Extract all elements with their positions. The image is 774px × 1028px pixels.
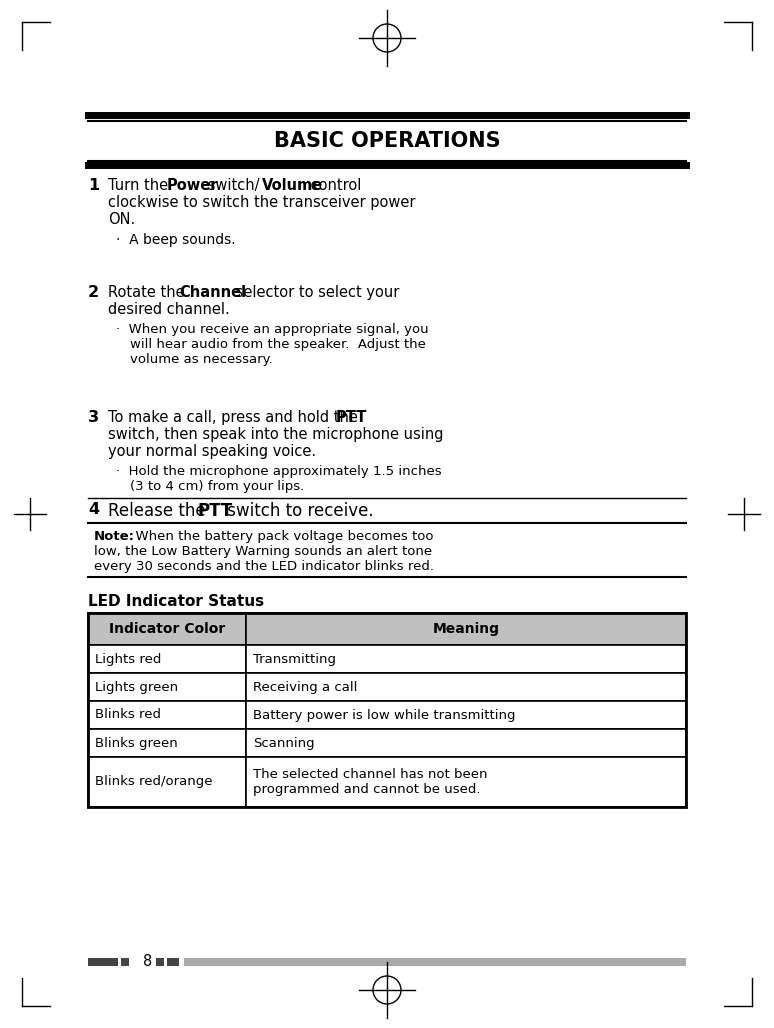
Text: Power: Power bbox=[166, 178, 218, 193]
Text: BASIC OPERATIONS: BASIC OPERATIONS bbox=[274, 131, 500, 151]
Text: Scanning: Scanning bbox=[253, 736, 314, 749]
Bar bbox=[167, 958, 179, 966]
Bar bbox=[246, 729, 686, 757]
Text: Battery power is low while transmitting: Battery power is low while transmitting bbox=[253, 708, 515, 722]
Bar bbox=[88, 958, 118, 966]
Bar bbox=[88, 645, 246, 673]
Text: low, the Low Battery Warning sounds an alert tone: low, the Low Battery Warning sounds an a… bbox=[94, 545, 432, 558]
Text: Note:: Note: bbox=[94, 530, 135, 543]
Text: switch to receive.: switch to receive. bbox=[222, 502, 374, 520]
Text: Channel: Channel bbox=[180, 285, 247, 300]
Bar bbox=[88, 757, 246, 807]
Text: 2: 2 bbox=[88, 285, 99, 300]
Text: (3 to 4 cm) from your lips.: (3 to 4 cm) from your lips. bbox=[130, 480, 304, 493]
Text: PTT: PTT bbox=[336, 410, 367, 425]
Text: 1: 1 bbox=[88, 178, 99, 193]
Text: switch/: switch/ bbox=[204, 178, 265, 193]
Text: Blinks red/orange: Blinks red/orange bbox=[95, 775, 213, 788]
Text: When the battery pack voltage becomes too: When the battery pack voltage becomes to… bbox=[127, 530, 433, 543]
Text: LED Indicator Status: LED Indicator Status bbox=[88, 594, 264, 609]
Text: 3: 3 bbox=[88, 410, 99, 425]
Bar bbox=[246, 673, 686, 701]
Text: programmed and cannot be used.: programmed and cannot be used. bbox=[253, 782, 481, 796]
Bar bbox=[88, 613, 246, 645]
Text: To make a call, press and hold the: To make a call, press and hold the bbox=[108, 410, 362, 425]
Text: 8: 8 bbox=[143, 955, 152, 969]
Text: Receiving a call: Receiving a call bbox=[253, 681, 358, 694]
Text: selector to select your: selector to select your bbox=[231, 285, 399, 300]
Text: Lights green: Lights green bbox=[95, 681, 178, 694]
Text: will hear audio from the speaker.  Adjust the: will hear audio from the speaker. Adjust… bbox=[130, 338, 426, 351]
Bar bbox=[246, 645, 686, 673]
Text: 4: 4 bbox=[88, 502, 99, 517]
Text: Transmitting: Transmitting bbox=[253, 653, 336, 665]
Text: volume as necessary.: volume as necessary. bbox=[130, 353, 272, 366]
Text: Blinks red: Blinks red bbox=[95, 708, 161, 722]
Text: Meaning: Meaning bbox=[433, 622, 499, 636]
Text: your normal speaking voice.: your normal speaking voice. bbox=[108, 444, 316, 458]
Text: ON.: ON. bbox=[108, 212, 135, 227]
Text: desired channel.: desired channel. bbox=[108, 302, 230, 317]
Bar bbox=[246, 757, 686, 807]
Text: Volume: Volume bbox=[262, 178, 324, 193]
Text: Turn the: Turn the bbox=[108, 178, 173, 193]
Bar bbox=[121, 958, 129, 966]
Bar bbox=[156, 958, 164, 966]
Bar bbox=[246, 701, 686, 729]
Text: Lights red: Lights red bbox=[95, 653, 161, 665]
Text: Rotate the: Rotate the bbox=[108, 285, 190, 300]
Bar bbox=[88, 673, 246, 701]
Text: control: control bbox=[306, 178, 361, 193]
Text: switch, then speak into the microphone using: switch, then speak into the microphone u… bbox=[108, 427, 444, 442]
Text: PTT: PTT bbox=[197, 502, 232, 520]
Text: The selected channel has not been: The selected channel has not been bbox=[253, 769, 488, 781]
Text: ·  When you receive an appropriate signal, you: · When you receive an appropriate signal… bbox=[116, 323, 429, 336]
Text: every 30 seconds and the LED indicator blinks red.: every 30 seconds and the LED indicator b… bbox=[94, 560, 434, 573]
Bar bbox=[88, 613, 686, 807]
Text: Release the: Release the bbox=[108, 502, 211, 520]
Text: ·  Hold the microphone approximately 1.5 inches: · Hold the microphone approximately 1.5 … bbox=[116, 465, 442, 478]
Text: Blinks green: Blinks green bbox=[95, 736, 178, 749]
Bar bbox=[88, 729, 246, 757]
Bar bbox=[88, 701, 246, 729]
Bar bbox=[246, 613, 686, 645]
Text: ·  A beep sounds.: · A beep sounds. bbox=[116, 233, 235, 247]
Text: Indicator Color: Indicator Color bbox=[109, 622, 225, 636]
Text: clockwise to switch the transceiver power: clockwise to switch the transceiver powe… bbox=[108, 195, 416, 210]
Bar bbox=[184, 958, 686, 966]
